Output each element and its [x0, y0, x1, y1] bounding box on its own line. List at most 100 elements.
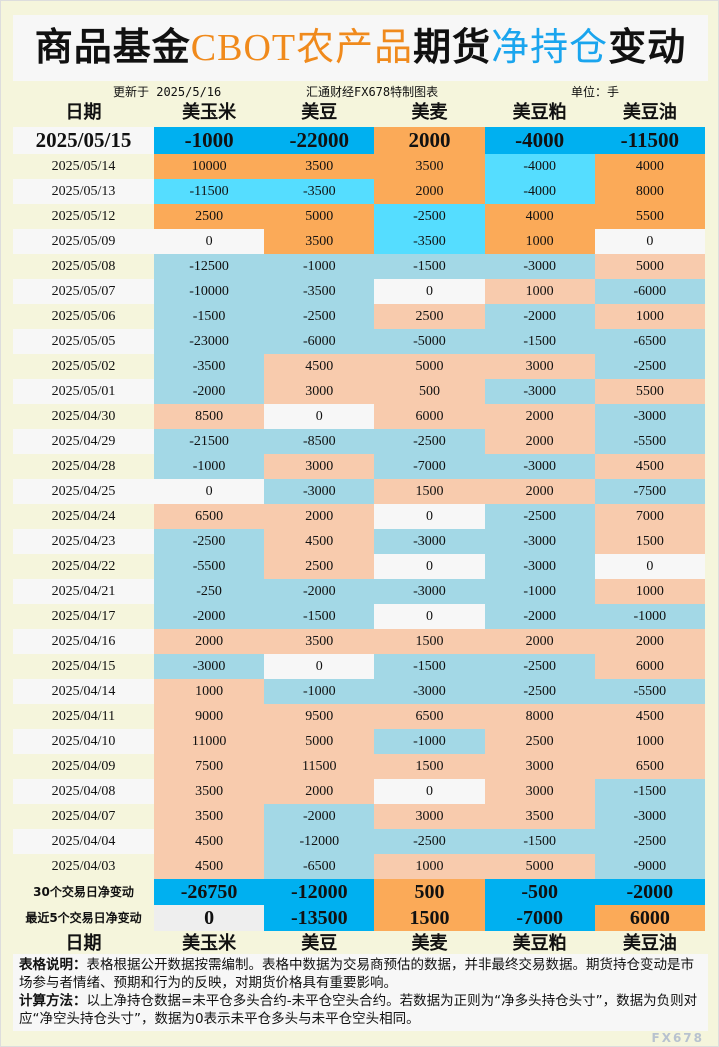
table-row: 2025/04/21 -250 -2000 -3000 -1000 1000 — [13, 579, 705, 604]
value-cell: -1500 — [264, 604, 375, 629]
date-cell: 2025/04/23 — [13, 529, 154, 554]
unit-label: 单位：手 — [571, 85, 620, 99]
value-cell: 2000 — [484, 404, 595, 429]
value-cell: 1000 — [594, 304, 705, 329]
table-row: 2025/04/03 4500 -6500 1000 5000 -9000 — [13, 854, 705, 879]
value-cell: 6000 — [374, 404, 485, 429]
value-cell: 5000 — [264, 204, 375, 229]
value-cell: 6500 — [154, 504, 265, 529]
value-cell: -3000 — [374, 579, 485, 604]
value-cell: 1500 — [374, 754, 485, 779]
value-cell: -1000 — [594, 604, 705, 629]
value-cell: 9500 — [264, 704, 375, 729]
value-cell: 0 — [154, 479, 265, 504]
table-row: 2025/05/08 -12500 -1000 -1500 -3000 5000 — [13, 254, 705, 279]
value-cell: 5500 — [594, 204, 705, 229]
value-cell: -3000 — [374, 679, 485, 704]
value-cell: -1000 — [264, 679, 375, 704]
value-cell: 10000 — [154, 154, 265, 179]
value-cell: -3000 — [594, 804, 705, 829]
date-cell: 2025/04/25 — [13, 479, 154, 504]
value-cell: -1500 — [154, 304, 265, 329]
table-row: 2025/04/04 4500 -12000 -2500 -1500 -2500 — [13, 829, 705, 854]
value-cell: 1500 — [594, 529, 705, 554]
date-cell: 2025/04/03 — [13, 854, 154, 879]
value-cell: -6000 — [594, 279, 705, 304]
summary-value-cell: 0 — [154, 905, 265, 931]
value-cell: -6500 — [264, 854, 375, 879]
value-cell: -8500 — [264, 429, 375, 454]
value-cell: -2000 — [264, 579, 375, 604]
notes-text: 表格根据公开数据按需编制。表格中数据为交易商预估的数据，并非最终交易数据。期货持… — [19, 957, 694, 991]
title-part: 期货 — [413, 27, 492, 69]
date-cell: 2025/04/07 — [13, 804, 154, 829]
value-cell: 4500 — [264, 354, 375, 379]
date-cell: 2025/05/05 — [13, 329, 154, 354]
table-row: 2025/04/15 -3000 0 -1500 -2500 6000 — [13, 654, 705, 679]
value-cell: -2500 — [374, 429, 485, 454]
data-table: 2025/05/15 -1000 -22000 2000 -4000 -11500 2025… — [13, 127, 705, 931]
value-cell: 6500 — [594, 754, 705, 779]
value-cell: 2500 — [374, 304, 485, 329]
column-header-cell: 美玉米 — [182, 933, 237, 953]
date-cell: 2025/04/04 — [13, 829, 154, 854]
value-cell: -3000 — [374, 529, 485, 554]
date-cell: 2025/05/07 — [13, 279, 154, 304]
value-cell: -3500 — [154, 354, 265, 379]
date-cell: 2025/04/15 — [13, 654, 154, 679]
value-cell: -3000 — [484, 529, 595, 554]
value-cell: 4500 — [594, 454, 705, 479]
value-cell: 0 — [264, 404, 375, 429]
table-row: 2025/05/01 -2000 3000 500 -3000 5500 — [13, 379, 705, 404]
date-cell: 2025/05/01 — [13, 379, 154, 404]
summary-value-cell: -26750 — [154, 879, 265, 905]
date-cell: 2025/04/21 — [13, 579, 154, 604]
value-cell: 4500 — [154, 854, 265, 879]
value-cell: -3000 — [594, 404, 705, 429]
value-cell: 3500 — [374, 154, 485, 179]
summary-value-cell: -13500 — [264, 905, 375, 931]
value-cell: -2500 — [484, 654, 595, 679]
value-cell: 8500 — [154, 404, 265, 429]
table-row: 2025/04/11 9000 9500 6500 8000 4500 — [13, 704, 705, 729]
date-cell: 2025/05/06 — [13, 304, 154, 329]
value-cell: -6500 — [594, 329, 705, 354]
value-cell: 2000 — [594, 629, 705, 654]
value-cell: 2000 — [374, 127, 485, 154]
value-cell: 3500 — [154, 804, 265, 829]
table-row: 2025/05/15 -1000 -22000 2000 -4000 -11500 — [13, 127, 705, 154]
value-cell: 5000 — [374, 354, 485, 379]
value-cell: 2500 — [484, 729, 595, 754]
value-cell: 9000 — [154, 704, 265, 729]
value-cell: 0 — [374, 604, 485, 629]
column-header-cell: 美豆 — [301, 102, 338, 122]
value-cell: 1000 — [374, 854, 485, 879]
value-cell: -3000 — [264, 479, 375, 504]
value-cell: -2500 — [594, 354, 705, 379]
value-cell: 3500 — [484, 804, 595, 829]
value-cell: 3000 — [484, 754, 595, 779]
table-row: 2025/04/24 6500 2000 0 -2500 7000 — [13, 504, 705, 529]
value-cell: -2000 — [484, 304, 595, 329]
notes-label: 表格说明： — [19, 957, 87, 973]
table-row: 2025/05/13 -11500 -3500 2000 -4000 8000 — [13, 179, 705, 204]
summary-label: 30个交易日净变动 — [33, 885, 134, 899]
value-cell: -2000 — [154, 379, 265, 404]
value-cell: -5500 — [594, 429, 705, 454]
source-label: 汇通财经FX678特制图表 — [306, 85, 439, 99]
date-cell: 2025/04/24 — [13, 504, 154, 529]
value-cell: -3000 — [484, 554, 595, 579]
table-row: 2025/04/10 11000 5000 -1000 2500 1000 — [13, 729, 705, 754]
value-cell: 5000 — [264, 729, 375, 754]
summary-value-cell: -7000 — [484, 905, 595, 931]
value-cell: -4000 — [484, 154, 595, 179]
value-cell: -2500 — [374, 829, 485, 854]
value-cell: 1000 — [594, 729, 705, 754]
date-cell: 2025/04/09 — [13, 754, 154, 779]
table-row: 2025/04/28 -1000 3000 -7000 -3000 4500 — [13, 454, 705, 479]
column-header-cell: 日期 — [65, 933, 102, 953]
summary-row: 最近5个交易日净变动 0 -13500 1500 -7000 6000 — [13, 905, 705, 931]
column-header-cell: 美豆油 — [622, 933, 677, 953]
date-cell: 2025/05/08 — [13, 254, 154, 279]
